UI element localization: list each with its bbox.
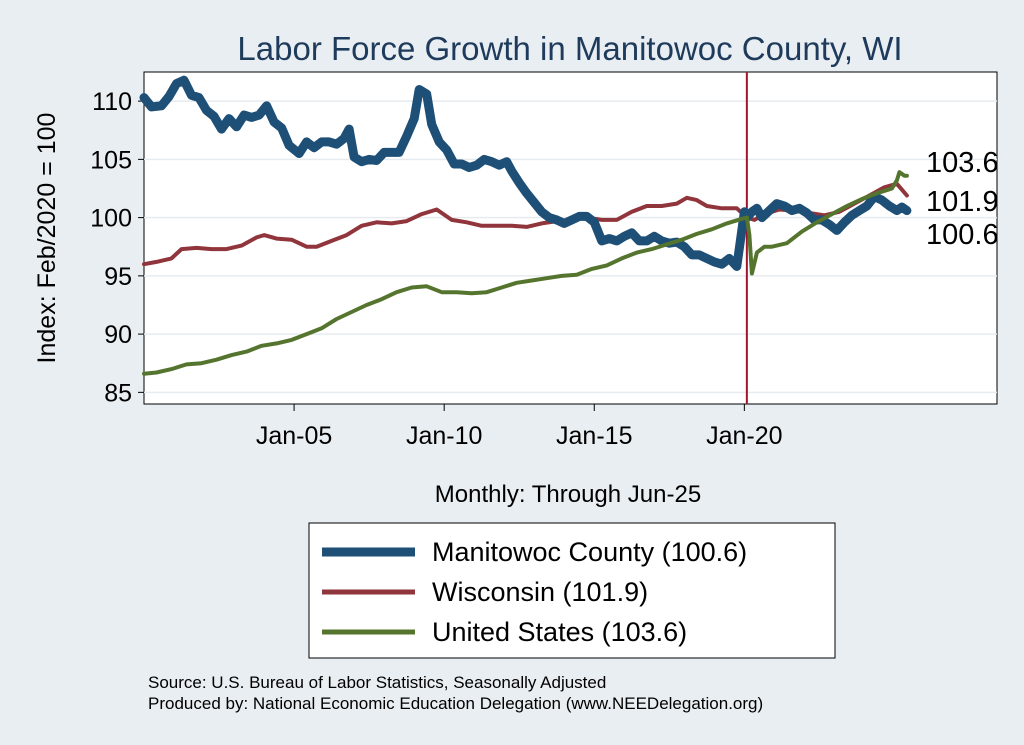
- y-tick-label-85: 85: [104, 379, 132, 407]
- series-layer: [139, 75, 912, 376]
- end-label-manitowoc: 100.6: [926, 219, 999, 251]
- legend-label-wisconsin: Wisconsin (101.9): [432, 577, 648, 607]
- x-axis-label: Monthly: Through Jun-25: [435, 481, 701, 508]
- legend-label-united-states: United States (103.6): [432, 617, 687, 647]
- x-axis-ticks: Jan-05 Jan-10 Jan-15 Jan-20: [256, 404, 783, 450]
- y-tick-label-110: 110: [92, 88, 132, 116]
- legend: Manitowoc County (100.6) Wisconsin (101.…: [308, 522, 836, 659]
- x-tick-label-0: Jan-05: [256, 422, 332, 450]
- end-label-united-states: 103.6: [926, 147, 999, 179]
- y-tick-label-90: 90: [104, 321, 132, 349]
- legend-label-manitowoc: Manitowoc County (100.6): [432, 537, 747, 567]
- series-line-united-states: [142, 170, 909, 376]
- y-tick-label-100: 100: [90, 205, 132, 233]
- y-axis-label: Index: Feb/2020 = 100: [33, 113, 61, 364]
- y-tick-label-95: 95: [104, 263, 132, 291]
- source-note: Source: U.S. Bureau of Labor Statistics,…: [148, 673, 606, 692]
- produced-by-note: Produced by: National Economic Education…: [148, 694, 763, 713]
- y-tick-label-105: 105: [90, 146, 132, 174]
- x-tick-label-3: Jan-20: [706, 422, 782, 450]
- end-label-wisconsin: 101.9: [926, 186, 999, 218]
- x-tick-label-1: Jan-10: [406, 422, 482, 450]
- y-axis-ticks: 85 90 95 100 105 110: [90, 88, 144, 407]
- chart-title: Labor Force Growth in Manitowoc County, …: [237, 30, 902, 67]
- series-line-wisconsin: [142, 181, 909, 267]
- x-tick-label-2: Jan-15: [556, 422, 632, 450]
- series-line-manitowoc: [139, 75, 912, 271]
